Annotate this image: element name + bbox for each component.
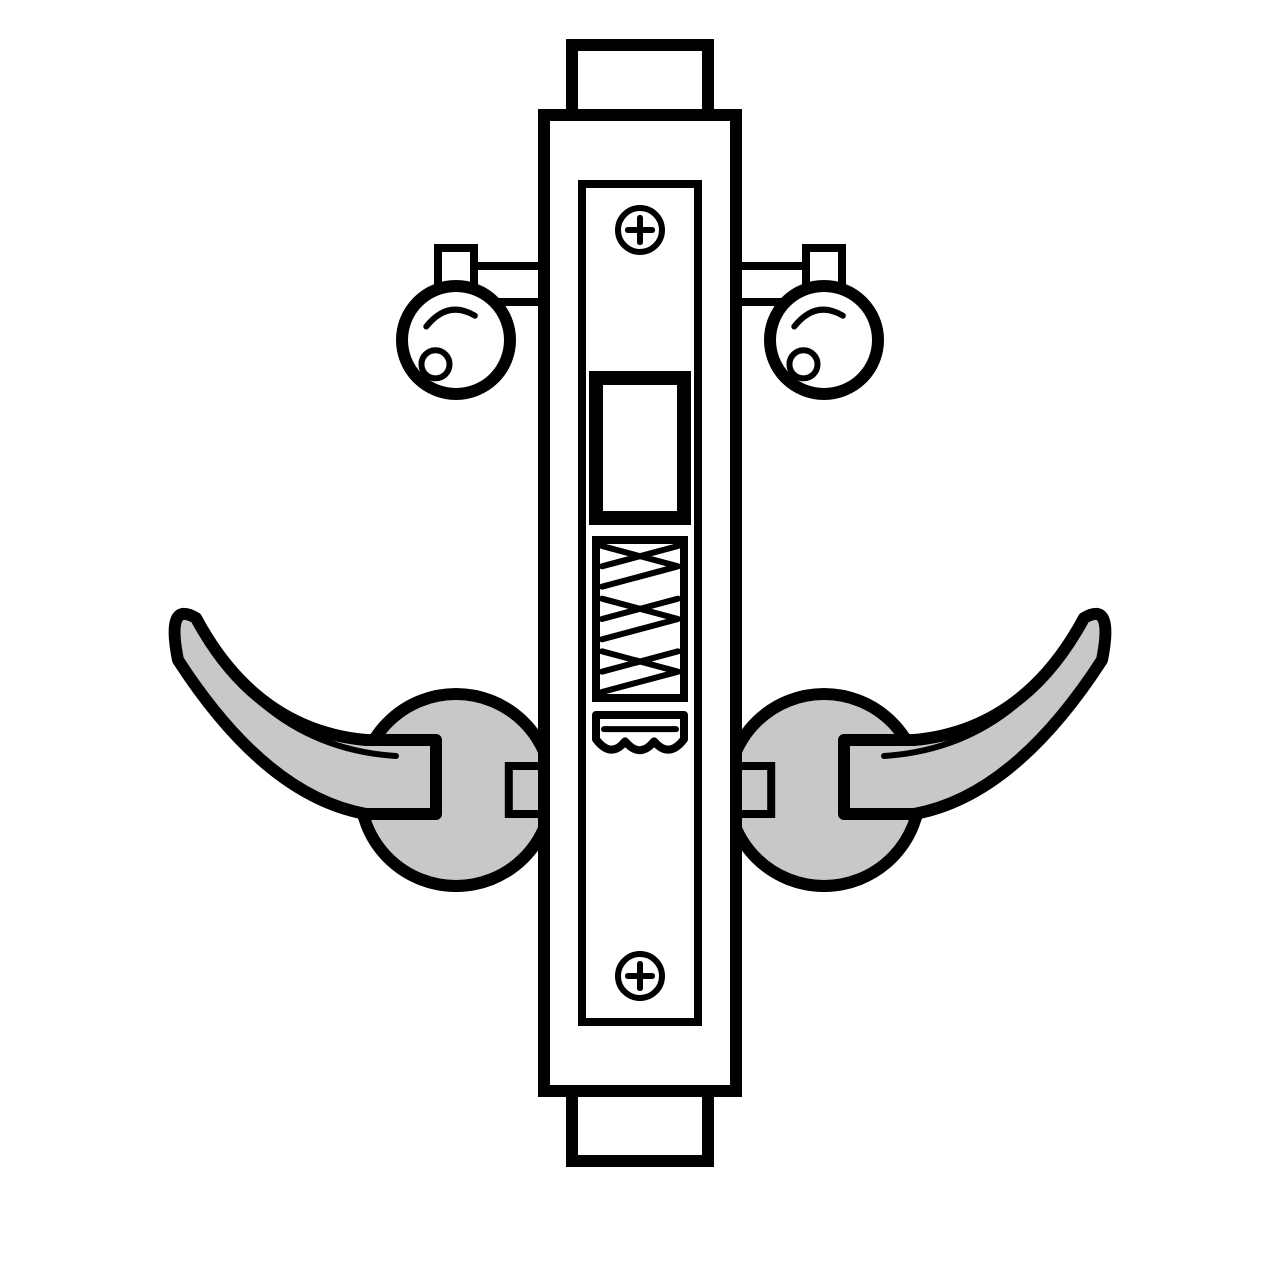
mortise-lockset-diagram: [0, 0, 1280, 1280]
lock-body-bottom: [572, 1091, 708, 1161]
lock-body-top: [572, 45, 708, 115]
front-layer: [544, 45, 736, 1161]
latch-slot: [596, 540, 684, 698]
screw-top: [618, 208, 662, 252]
lever-right: [711, 614, 1105, 886]
deadbolt-slot: [596, 378, 684, 518]
lever-left: [175, 614, 569, 886]
aux-slot: [596, 715, 684, 750]
screw-bottom: [618, 954, 662, 998]
